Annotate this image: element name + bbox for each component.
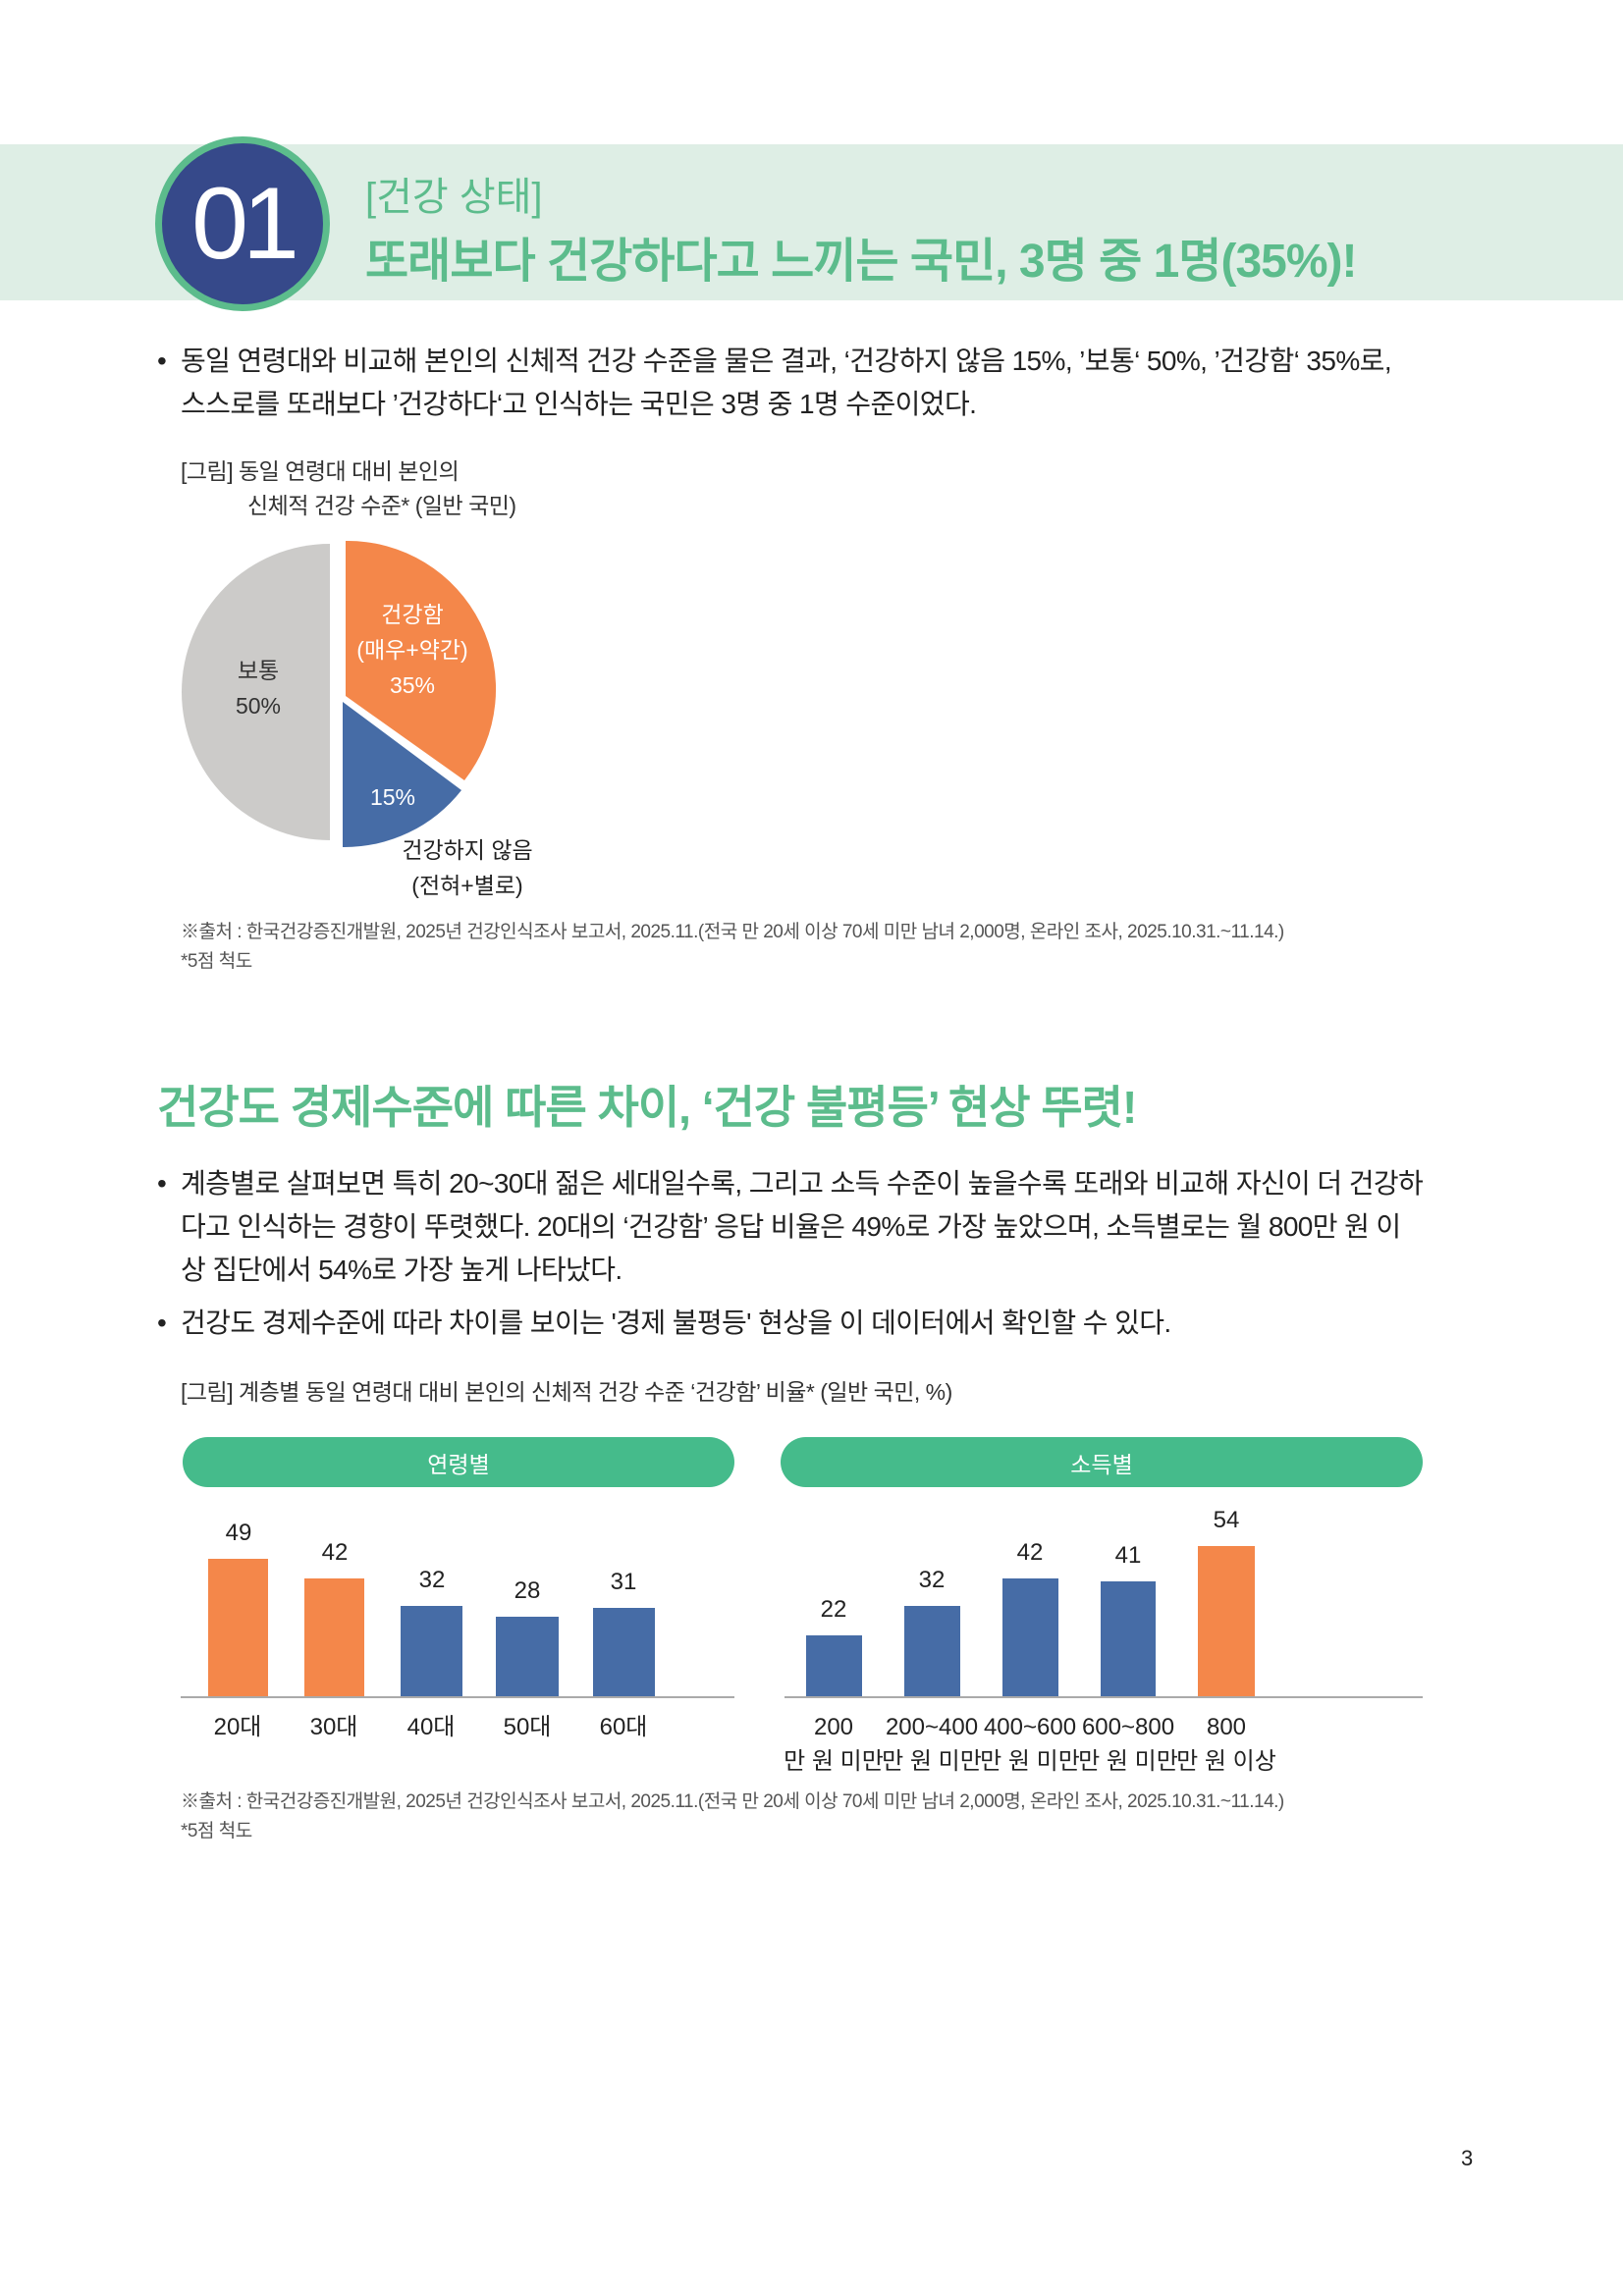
figure1-caption-line2: 신체적 건강 수준* (일반 국민) xyxy=(247,493,516,518)
x-label-line2: 만 원 미만 xyxy=(882,1748,982,1775)
pie-label-unhealthy-sub: (전혀+별로) xyxy=(411,873,523,898)
pie-label-healthy-sub: (매우+약간) xyxy=(356,637,468,663)
x-label-line1: 400~600 xyxy=(983,1714,1077,1740)
bar-income-600-800 xyxy=(1101,1581,1156,1696)
age-x-axis xyxy=(181,1696,734,1698)
bar-value: 42 xyxy=(1016,1539,1044,1566)
pie-slice-unhealthy xyxy=(343,702,461,848)
x-label: 400~600 만 원 미만 xyxy=(966,1710,1094,1779)
bullet-dot-icon: • xyxy=(157,1308,167,1338)
x-label-line2: 만 원 미만 xyxy=(784,1748,884,1775)
section2-bullet-2: • 건강도 경제수준에 따라 차이를 보이는 '경제 불평등' 현상을 이 데이… xyxy=(157,1302,1492,1345)
bar-value: 41 xyxy=(1114,1542,1142,1569)
x-label: 200 만 원 미만 xyxy=(770,1710,897,1779)
pie-slice-healthy xyxy=(346,540,497,780)
bullet-dot-icon: • xyxy=(157,346,167,376)
figure1-note: *5점 척도 xyxy=(181,951,252,972)
bar-income-200-400 xyxy=(904,1606,960,1696)
section2-bullet2: 건강도 경제수준에 따라 차이를 보이는 '경제 불평등' 현상을 이 데이터에… xyxy=(181,1308,1171,1338)
x-label-line1: 600~800 xyxy=(1081,1714,1175,1740)
pie-label-healthy-value: 35% xyxy=(389,672,436,698)
figure1-source: ※출처 : 한국건강증진개발원, 2025년 건강인식조사 보고서, 2025.… xyxy=(181,922,1284,942)
bar-value: 49 xyxy=(225,1520,252,1546)
bar-income-under-200 xyxy=(806,1635,862,1696)
income-x-axis xyxy=(784,1696,1423,1698)
pie-label-unhealthy-value: 15% xyxy=(369,784,416,810)
x-label: 30대 xyxy=(309,1714,358,1740)
bar-value: 32 xyxy=(918,1567,946,1593)
bar-value: 32 xyxy=(418,1567,446,1593)
x-label: 20대 xyxy=(213,1714,262,1740)
intro-line-2: 스스로를 또래보다 ’건강하다‘고 인식하는 국민은 3명 중 1명 수준이었다… xyxy=(181,389,977,419)
x-label: 40대 xyxy=(406,1714,456,1740)
section2-bullet1-line2: 다고 인식하는 경향이 뚜렷했다. 20대의 ‘건강함’ 응답 비율은 49%로… xyxy=(181,1211,1401,1242)
pie-chart xyxy=(182,540,497,848)
figure2-source: ※출처 : 한국건강증진개발원, 2025년 건강인식조사 보고서, 2025.… xyxy=(181,1791,1284,1812)
bar-value: 28 xyxy=(514,1577,541,1604)
bar-value: 54 xyxy=(1213,1507,1240,1533)
age-chart-header: 연령별 xyxy=(183,1437,734,1487)
section2-title: 건강도 경제수준에 따른 차이, ‘건강 불평등’ 현상 뚜렷! xyxy=(157,1082,1137,1133)
x-label: 600~800 만 원 미만 xyxy=(1064,1710,1192,1779)
x-label: 800 만 원 이상 xyxy=(1163,1710,1290,1779)
bar-age-50s xyxy=(496,1617,559,1696)
intro-bullet: • 동일 연령대와 비교해 본인의 신체적 건강 수준을 물은 결과, ‘건강하… xyxy=(157,340,1492,426)
pie-label-unhealthy: 건강하지 않음 (전혀+별로) xyxy=(379,832,556,903)
x-label-line1: 200~400 xyxy=(885,1714,979,1740)
bar-value: 22 xyxy=(820,1596,847,1623)
bar-age-20s xyxy=(208,1559,268,1696)
pie-slice-normal xyxy=(182,544,330,840)
section2-bullet1-line1: 계층별로 살펴보면 특히 20~30대 젊은 세대일수록, 그리고 소득 수준이… xyxy=(181,1168,1424,1199)
x-label: 200~400 만 원 미만 xyxy=(868,1710,996,1779)
section-number: 01 xyxy=(162,143,323,304)
x-label-line2: 만 원 미만 xyxy=(980,1748,1080,1775)
bar-age-40s xyxy=(401,1606,462,1696)
section2-bullet1-line3: 상 집단에서 54%로 가장 높게 나타났다. xyxy=(181,1255,622,1285)
x-label-line1: 800 xyxy=(1206,1714,1247,1740)
x-label: 50대 xyxy=(503,1714,552,1740)
intro-line-1: 동일 연령대와 비교해 본인의 신체적 건강 수준을 물은 결과, ‘건강하지 … xyxy=(181,346,1392,376)
pie-label-normal-name: 보통 xyxy=(237,658,280,683)
section-title: 또래보다 건강하다고 느끼는 국민, 3명 중 1명(35%)! xyxy=(365,236,1357,288)
x-label-line1: 200 xyxy=(813,1714,854,1740)
section-number-badge: 01 xyxy=(155,136,330,311)
pie-label-unhealthy-name: 건강하지 않음 xyxy=(402,837,533,863)
pie-label-normal-value: 50% xyxy=(235,693,282,719)
bar-income-800-plus xyxy=(1198,1546,1255,1696)
pie-label-healthy: 건강함 (매우+약간) 35% xyxy=(339,597,486,703)
bar-income-400-600 xyxy=(1002,1578,1058,1696)
page-number: 3 xyxy=(1461,2146,1474,2170)
pie-label-normal: 보통 50% xyxy=(204,653,312,723)
bar-value: 31 xyxy=(610,1569,637,1595)
x-label-line2: 만 원 이상 xyxy=(1176,1748,1276,1775)
figure2-caption: [그림] 계층별 동일 연령대 대비 본인의 신체적 건강 수준 ‘건강함’ 비… xyxy=(181,1379,952,1405)
x-label: 60대 xyxy=(599,1714,648,1740)
bullet-dot-icon: • xyxy=(157,1168,167,1199)
pie-label-healthy-name: 건강함 xyxy=(381,602,444,627)
bar-value: 42 xyxy=(321,1539,349,1566)
x-label-line2: 만 원 미만 xyxy=(1078,1748,1178,1775)
figure2-note: *5점 척도 xyxy=(181,1821,252,1842)
figure1-caption-line1: [그림] 동일 연령대 대비 본인의 xyxy=(181,458,460,484)
bar-age-30s xyxy=(304,1578,364,1696)
income-chart-header: 소득별 xyxy=(781,1437,1423,1487)
section-kicker: [건강 상태] xyxy=(365,176,543,219)
section2-bullet-1: • 계층별로 살펴보면 특히 20~30대 젊은 세대일수록, 그리고 소득 수… xyxy=(157,1162,1492,1292)
bar-age-60s xyxy=(593,1608,655,1696)
